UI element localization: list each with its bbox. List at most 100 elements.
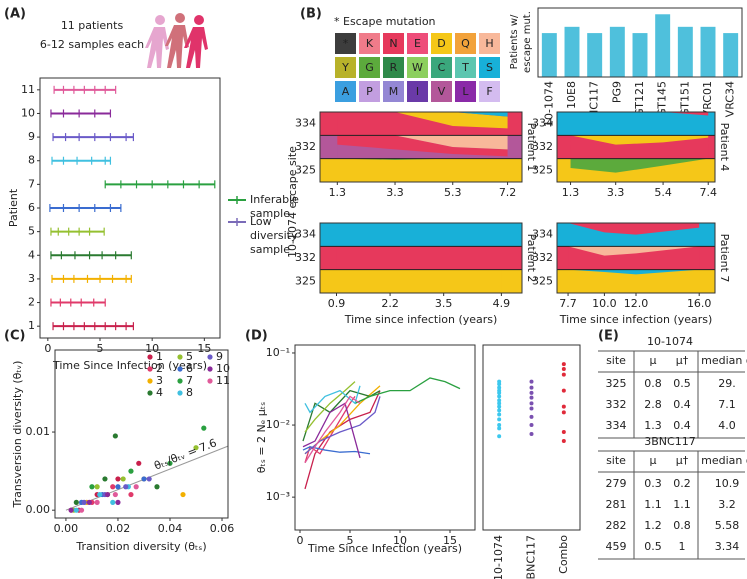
- x-tick-label: 15: [443, 534, 457, 547]
- plot-frame: [556, 111, 716, 183]
- x-tick-label: 7.4: [699, 186, 717, 199]
- aa-swatch: [383, 57, 404, 78]
- aa-label: F: [486, 85, 492, 98]
- point: [120, 476, 126, 482]
- x-tick-label: 5: [97, 342, 104, 355]
- point: [497, 434, 502, 439]
- table-header: site: [606, 354, 626, 367]
- legend-marker: [177, 354, 183, 360]
- aa-swatch: [359, 81, 380, 102]
- table-cell: 459: [606, 540, 627, 553]
- aa-swatch: [479, 81, 500, 102]
- point: [529, 390, 534, 395]
- aa-swatch: [455, 57, 476, 78]
- frequency-area: [337, 112, 508, 129]
- x-tick-label: 4.9: [493, 297, 511, 310]
- y-tick-label: 2: [28, 296, 35, 309]
- site-label: 325: [532, 274, 553, 287]
- table-cell: 0.2: [673, 477, 691, 490]
- aa-label: *: [343, 37, 349, 50]
- axis-label: Patient 7: [718, 234, 731, 283]
- x-tick-label: 10: [393, 534, 407, 547]
- point: [497, 394, 502, 399]
- x-tick-label: 3.3: [386, 186, 404, 199]
- site-label: 334: [295, 228, 316, 241]
- plot-frame: [39, 77, 221, 339]
- series-line: [304, 395, 361, 464]
- point: [497, 404, 502, 409]
- point: [104, 491, 111, 498]
- point: [89, 484, 95, 490]
- aa-label: P: [366, 85, 373, 98]
- legend-label: 6: [186, 362, 193, 375]
- point: [97, 491, 103, 498]
- point: [94, 484, 100, 490]
- point: [529, 401, 534, 406]
- x-tick-label: 5: [347, 534, 354, 547]
- site-label: 332: [532, 251, 553, 264]
- annotation: 6-12 samples each: [40, 38, 144, 51]
- aa-legend-title: * Escape mutation: [334, 15, 436, 28]
- point: [497, 417, 502, 422]
- point: [497, 423, 502, 428]
- legend-marker: [177, 378, 183, 384]
- panel-label: (B): [300, 7, 322, 22]
- legend-label: 2: [156, 362, 163, 375]
- frequency-area: [336, 269, 502, 293]
- aa-label: T: [461, 61, 469, 74]
- bar: [723, 33, 739, 77]
- x-tick-label: VRC01: [701, 81, 714, 117]
- x-tick-label: 0.9: [328, 297, 346, 310]
- legend-marker: [177, 366, 183, 372]
- aa-swatch: [383, 33, 404, 54]
- table-cell: 0.8: [673, 519, 691, 532]
- point: [110, 499, 116, 505]
- point: [529, 395, 534, 400]
- legend-label: 10: [216, 362, 230, 375]
- table-cell: 279: [606, 477, 627, 490]
- point: [112, 491, 118, 498]
- y-tick-label: 1: [28, 319, 35, 332]
- aa-swatch: [479, 33, 500, 54]
- y-tick-label: 7: [28, 177, 35, 190]
- x-tick-label: 0: [44, 342, 51, 355]
- legend-label: 3: [156, 374, 163, 387]
- x-tick-label: 10-1074: [542, 81, 555, 127]
- table-header: site: [606, 454, 626, 467]
- table-cell: 0.3: [644, 477, 662, 490]
- axis-label: Patient 1: [525, 123, 538, 172]
- bar: [564, 26, 580, 77]
- x-tick-label: PG9: [610, 81, 623, 103]
- x-tick-label: 3BNC117: [525, 535, 538, 579]
- aa-swatch: [359, 33, 380, 54]
- axis-label: Time Since Infection (years): [52, 359, 207, 372]
- frequency-area: [568, 269, 700, 293]
- point: [115, 484, 121, 490]
- point: [167, 460, 173, 466]
- axis-label: 10-1074 escape site: [286, 146, 299, 258]
- aa-swatch: [335, 81, 356, 102]
- frequency-area: [568, 223, 700, 235]
- site-label: 334: [295, 117, 316, 130]
- aa-swatch: [431, 57, 452, 78]
- frequency-area: [337, 135, 508, 157]
- x-tick-label: 10-1074: [492, 535, 505, 579]
- table-cell: 3.2: [718, 498, 736, 511]
- legend-marker: [207, 378, 213, 384]
- axis-label: Time Since Infection (years): [307, 542, 462, 555]
- aa-label: D: [437, 37, 445, 50]
- table-header: median σ: [701, 354, 747, 367]
- plot-frame: [319, 111, 523, 183]
- frequency-area: [337, 144, 508, 159]
- point: [529, 432, 534, 437]
- aa-label: A: [342, 85, 350, 98]
- walking-people-icon: [145, 13, 208, 68]
- aa-label: C: [438, 61, 446, 74]
- point: [561, 388, 566, 393]
- aa-label: G: [365, 61, 374, 74]
- legend-label: 5: [186, 350, 193, 363]
- table-cell: 5.58: [715, 519, 740, 532]
- aa-swatch: [407, 81, 428, 102]
- x-tick-label: 10E8: [565, 81, 578, 109]
- table-cell: 0.5: [644, 540, 662, 553]
